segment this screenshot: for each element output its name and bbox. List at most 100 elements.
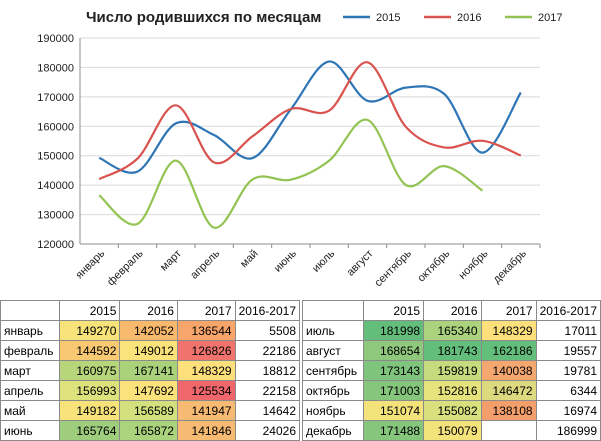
x-tick-label: февраль: [105, 247, 146, 288]
value-2015-cell: 156993: [59, 380, 121, 401]
value-2015-cell: 171003: [363, 380, 425, 401]
value-2016-cell: 159819: [423, 360, 482, 381]
series-lines: [98, 60, 522, 229]
x-tick-label: ноябрь: [456, 247, 490, 281]
table-row: август 168654 181743 162186 19557: [301, 340, 601, 361]
series-line-2017: [98, 118, 484, 229]
data-table-right: 2015 2016 2017 2016-2017 июль 181998 16534…: [301, 300, 601, 441]
month-cell: апрель: [0, 380, 61, 401]
header-cell-month: [0, 300, 61, 321]
header-cell-diff: 2016-2017: [234, 300, 301, 321]
diff-cell: 22186: [234, 340, 301, 361]
value-2016-cell: 149012: [119, 340, 178, 361]
y-tick-label: 120000: [37, 239, 74, 251]
table-row: сентябрь 173143 159819 140038 19781: [301, 360, 601, 381]
value-2016-cell: 155082: [423, 400, 482, 421]
table-row: декабрь 171488 150079 186999: [301, 420, 601, 441]
table-row: октябрь 171003 152816 146472 6344: [301, 380, 601, 401]
value-2017-cell: 141947: [176, 400, 236, 421]
value-2015-cell: 160975: [59, 360, 121, 381]
value-2015-cell: 181998: [363, 320, 425, 341]
series-line-2016: [98, 61, 522, 181]
month-cell: ноябрь: [301, 400, 365, 421]
diff-cell: 6344: [535, 380, 601, 401]
diff-cell: 17011: [535, 320, 601, 341]
y-tick-label: 130000: [37, 210, 74, 222]
y-tick-label: 180000: [37, 62, 74, 74]
month-cell: июль: [301, 320, 365, 341]
value-2017-cell: 146472: [480, 380, 537, 401]
x-tick-label: апрель: [188, 247, 222, 281]
value-2015-cell: 144592: [59, 340, 121, 361]
x-tick-label: сентябрь: [372, 247, 414, 289]
diff-cell: 19557: [535, 340, 601, 361]
table-body-left: январь 149270 142052 136544 5508 февраль 14459…: [0, 320, 301, 441]
diff-cell: 24026: [234, 420, 301, 441]
header-cell-2015: 2015: [363, 300, 425, 321]
month-cell: май: [0, 400, 61, 421]
value-2015-cell: 149182: [59, 400, 121, 421]
value-2017-cell: 148329: [176, 360, 236, 381]
table-row: июль 181998 165340 148329 17011: [301, 320, 601, 341]
value-2017-cell: 140038: [480, 360, 537, 381]
month-cell: июнь: [0, 420, 61, 441]
month-cell: март: [0, 360, 61, 381]
value-2016-cell: 167141: [119, 360, 178, 381]
table-row: март 160975 167141 148329 18812: [0, 360, 301, 381]
table-body-right: июль 181998 165340 148329 17011 август 168654 1…: [301, 320, 601, 441]
value-2017-cell: 136544: [176, 320, 236, 341]
diff-cell: 5508: [234, 320, 301, 341]
y-tick-label: 160000: [37, 121, 74, 133]
value-2016-cell: 147692: [119, 380, 178, 401]
diff-cell: 19781: [535, 360, 601, 381]
month-cell: сентябрь: [301, 360, 365, 381]
value-2016-cell: 181743: [423, 340, 482, 361]
month-cell: август: [301, 340, 365, 361]
month-cell: декабрь: [301, 420, 365, 441]
value-2016-cell: 150079: [423, 420, 482, 441]
value-2016-cell: 152816: [423, 380, 482, 401]
chart-title: Число родившихся по месяцам: [86, 9, 321, 26]
table-header-row: 2015 2016 2017 2016-2017: [301, 300, 601, 321]
x-tick-label: декабрь: [491, 247, 529, 285]
header-cell-diff: 2016-2017: [535, 300, 601, 321]
y-tick-label: 150000: [37, 151, 74, 163]
value-2015-cell: 149270: [59, 320, 121, 341]
x-tick-label: август: [345, 248, 376, 279]
header-cell-2017: 2017: [480, 300, 537, 321]
line-chart: Число родившихся по месяцам 120000 130000…: [37, 9, 562, 289]
x-tick-label: май: [238, 248, 261, 271]
month-cell: октябрь: [301, 380, 365, 401]
y-axis-ticks: 120000 130000 140000 150000 160000 170000 1800…: [37, 33, 74, 251]
value-2015-cell: 165764: [59, 420, 121, 441]
value-2017-cell: [480, 420, 537, 441]
value-2015-cell: 151074: [363, 400, 425, 421]
header-cell-month: [301, 300, 365, 321]
y-tick-label: 170000: [37, 92, 74, 104]
value-2017-cell: 125534: [176, 380, 236, 401]
month-cell: февраль: [0, 340, 61, 361]
table-row: май 149182 156589 141947 14642: [0, 400, 301, 421]
diff-cell: 16974: [535, 400, 601, 421]
value-2015-cell: 173143: [363, 360, 425, 381]
value-2017-cell: 138108: [480, 400, 537, 421]
diff-cell: 14642: [234, 400, 301, 421]
table-row: апрель 156993 147692 125534 22158: [0, 380, 301, 401]
value-2016-cell: 156589: [119, 400, 178, 421]
header-cell-2017: 2017: [176, 300, 236, 321]
diff-cell: 22158: [234, 380, 301, 401]
table-row: ноябрь 151074 155082 138108 16974: [301, 400, 601, 421]
x-tick-label: март: [158, 248, 184, 274]
legend-label-2015: 2015: [376, 12, 400, 24]
x-tick-label: июнь: [272, 247, 299, 274]
value-2017-cell: 126826: [176, 340, 236, 361]
value-2016-cell: 165872: [119, 420, 178, 441]
y-tick-label: 190000: [37, 33, 74, 45]
table-row: январь 149270 142052 136544 5508: [0, 320, 301, 341]
value-2015-cell: 168654: [363, 340, 425, 361]
table-header-row: 2015 2016 2017 2016-2017: [0, 300, 301, 321]
data-table-left: 2015 2016 2017 2016-2017 январь 149270 142…: [0, 300, 301, 441]
value-2016-cell: 142052: [119, 320, 178, 341]
value-2016-cell: 165340: [423, 320, 482, 341]
